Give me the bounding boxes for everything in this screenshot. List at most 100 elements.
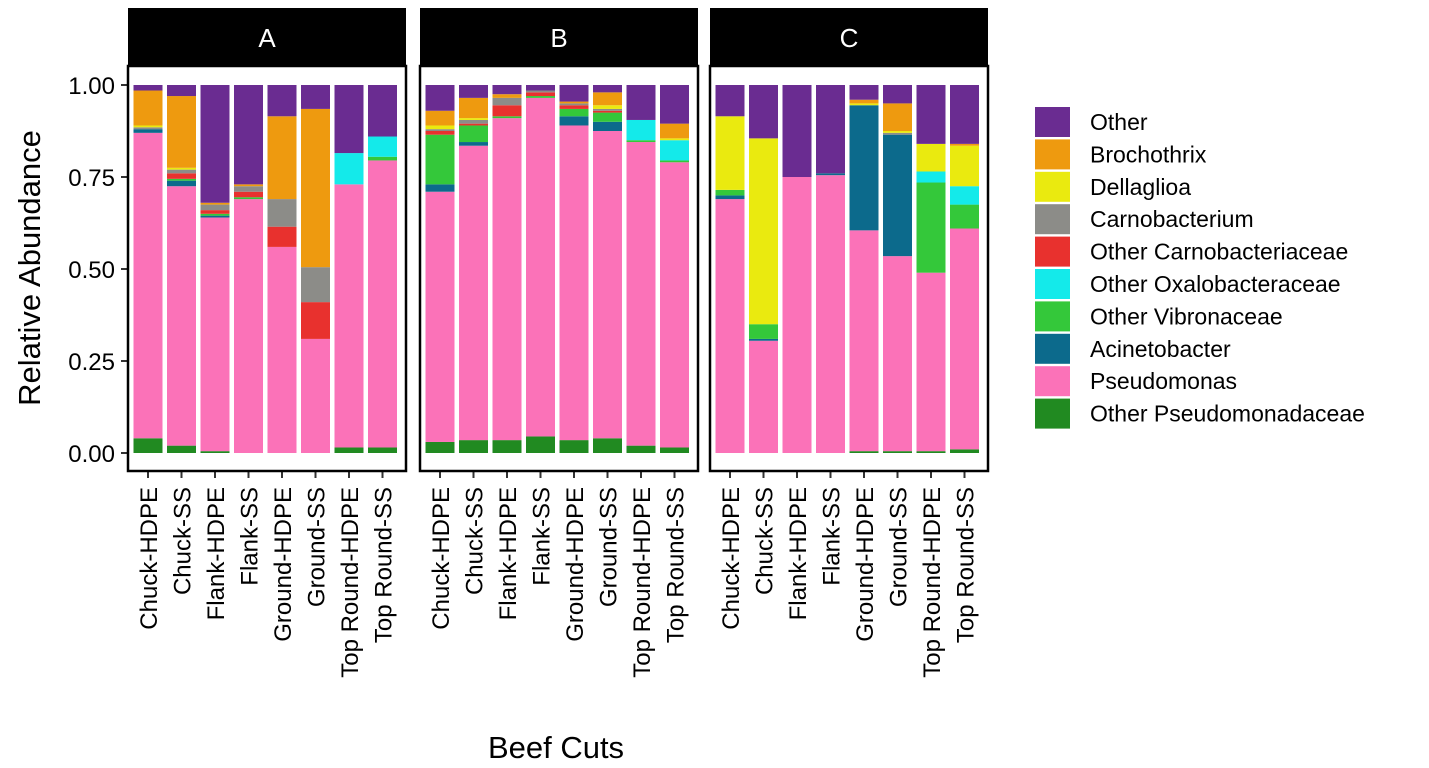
- bar-segment-brochothrix: [167, 96, 196, 168]
- bar-segment-carnobacterium: [301, 267, 330, 303]
- bar-chuck-hdpe: [425, 85, 455, 453]
- bar-segment-other-oxalobacteraceae: [660, 140, 689, 161]
- bar-segment-other-carnobacteriaceae: [234, 191, 263, 198]
- bar-ground-ss: [301, 85, 330, 453]
- bar-segment-brochothrix: [133, 90, 163, 126]
- bar-segment-dellaglioa: [660, 138, 689, 141]
- bar-segment-other-vibronaceae: [559, 108, 589, 117]
- bar-segment-carnobacterium: [526, 90, 555, 93]
- bar-segment-pseudomonas: [816, 175, 845, 453]
- legend-swatch: [1035, 398, 1070, 429]
- bar-segment-other-carnobacteriaceae: [267, 226, 297, 247]
- bar-segment-other-vibronaceae: [200, 213, 230, 216]
- bar-segment-other-vibronaceae: [526, 96, 555, 98]
- bar-segment-other-oxalobacteraceae: [368, 136, 397, 157]
- bar-segment-other: [626, 85, 656, 120]
- bar-flank-hdpe: [782, 85, 812, 453]
- bar-segment-other: [916, 85, 946, 144]
- bar-segment-brochothrix: [559, 101, 589, 104]
- legend-label: Brochothrix: [1090, 141, 1207, 167]
- bar-segment-other: [883, 85, 912, 104]
- bar-segment-other: [849, 85, 879, 100]
- bar-segment-other-carnobacteriaceae: [559, 105, 589, 109]
- x-tick-label: Chuck-SS: [752, 487, 779, 595]
- bar-segment-brochothrix: [301, 108, 330, 268]
- bar-segment-other-oxalobacteraceae: [334, 153, 364, 185]
- bar-segment-pseudomonas: [749, 340, 778, 453]
- bar-segment-pseudomonas: [334, 184, 364, 448]
- bar-segment-other-pseudomonadaceae: [950, 449, 979, 453]
- bar-segment-other: [660, 85, 689, 124]
- y-tick-label: 1.00: [68, 73, 115, 100]
- bar-segment-other: [425, 85, 455, 111]
- bar-segment-other-vibronaceae: [425, 134, 455, 185]
- bar-segment-other: [749, 85, 778, 139]
- bar-segment-other: [200, 85, 230, 203]
- bar-ground-hdpe: [267, 85, 297, 453]
- bar-chuck-ss: [459, 85, 488, 453]
- bar-segment-other-carnobacteriaceae: [593, 110, 622, 113]
- panel-border: [126, 64, 408, 473]
- bar-segment-pseudomonas: [301, 338, 330, 453]
- x-tick-label: Ground-SS: [886, 487, 913, 607]
- bar-segment-carnobacterium: [234, 186, 263, 192]
- bar-segment-other-pseudomonadaceae: [459, 440, 488, 453]
- bar-segment-pseudomonas: [559, 125, 589, 441]
- bar-segment-other: [559, 85, 589, 102]
- bar-segment-other: [950, 85, 979, 144]
- x-tick-label: Chuck-HDPE: [718, 487, 745, 630]
- bar-segment-other-pseudomonadaceae: [200, 451, 230, 453]
- bar-segment-dellaglioa: [715, 116, 745, 190]
- legend-swatch: [1035, 139, 1070, 170]
- bar-segment-dellaglioa: [425, 125, 455, 130]
- bar-segment-acinetobacter: [133, 129, 163, 133]
- bar-segment-carnobacterium: [200, 204, 230, 211]
- bar-segment-pseudomonas: [849, 230, 879, 452]
- legend-label: Other Pseudomonadaceae: [1090, 401, 1365, 427]
- bar-top-round-hdpe: [334, 85, 364, 453]
- y-tick-label: 0.50: [68, 257, 115, 284]
- legend-item-pseudomonas: Pseudomonas: [1035, 366, 1237, 397]
- bar-segment-pseudomonas: [660, 162, 689, 448]
- bar-segment-carnobacterium: [133, 127, 163, 130]
- bar-segment-pseudomonas: [425, 191, 455, 442]
- legend-item-acinetobacter: Acinetobacter: [1035, 333, 1231, 364]
- y-axis-title: Relative Abundance: [12, 130, 47, 406]
- legend-swatch: [1035, 333, 1070, 364]
- bar-segment-other-pseudomonadaceae: [133, 438, 163, 453]
- x-tick-label: Top Round-HDPE: [337, 487, 364, 678]
- bar-segment-acinetobacter: [425, 184, 455, 192]
- bar-segment-dellaglioa: [167, 167, 196, 170]
- bar-segment-acinetobacter: [883, 134, 912, 257]
- y-tick-label: 0.75: [68, 165, 115, 192]
- legend-swatch: [1035, 269, 1070, 299]
- bar-segment-other: [459, 85, 488, 98]
- bar-segment-other-pseudomonadaceae: [593, 438, 622, 453]
- panel-strip-label: C: [840, 23, 859, 53]
- panel-strip: [128, 8, 406, 66]
- x-tick-label: Top Round-SS: [953, 487, 980, 643]
- bar-ground-ss: [883, 85, 912, 453]
- x-tick-label: Top Round-SS: [663, 487, 690, 643]
- x-tick-label: Ground-HDPE: [270, 487, 297, 642]
- legend-item-other-pseudomonadaceae: Other Pseudomonadaceae: [1035, 398, 1365, 429]
- bar-segment-other-vibronaceae: [492, 116, 522, 119]
- bar-segment-pseudomonas: [234, 199, 263, 453]
- bar-segment-pseudomonas: [133, 132, 163, 439]
- bar-segment-other-pseudomonadaceae: [334, 447, 364, 453]
- bar-segment-other: [267, 85, 297, 117]
- bar-chuck-hdpe: [715, 85, 745, 453]
- bar-segment-other-carnobacteriaceae: [459, 123, 488, 126]
- bar-segment-pseudomonas: [593, 131, 622, 439]
- legend-swatch: [1035, 204, 1070, 235]
- bar-segment-other-pseudomonadaceae: [368, 447, 397, 453]
- legend-item-other-vibronaceae: Other Vibronaceae: [1035, 301, 1283, 332]
- bar-top-round-hdpe: [626, 85, 656, 453]
- bar-segment-brochothrix: [950, 143, 979, 146]
- bar-segment-acinetobacter: [200, 215, 230, 218]
- legend-label: Acinetobacter: [1090, 336, 1231, 362]
- bar-segment-other-oxalobacteraceae: [916, 171, 946, 183]
- bar-segment-other-oxalobacteraceae: [626, 119, 656, 141]
- bar-segment-other-vibronaceae: [593, 112, 622, 122]
